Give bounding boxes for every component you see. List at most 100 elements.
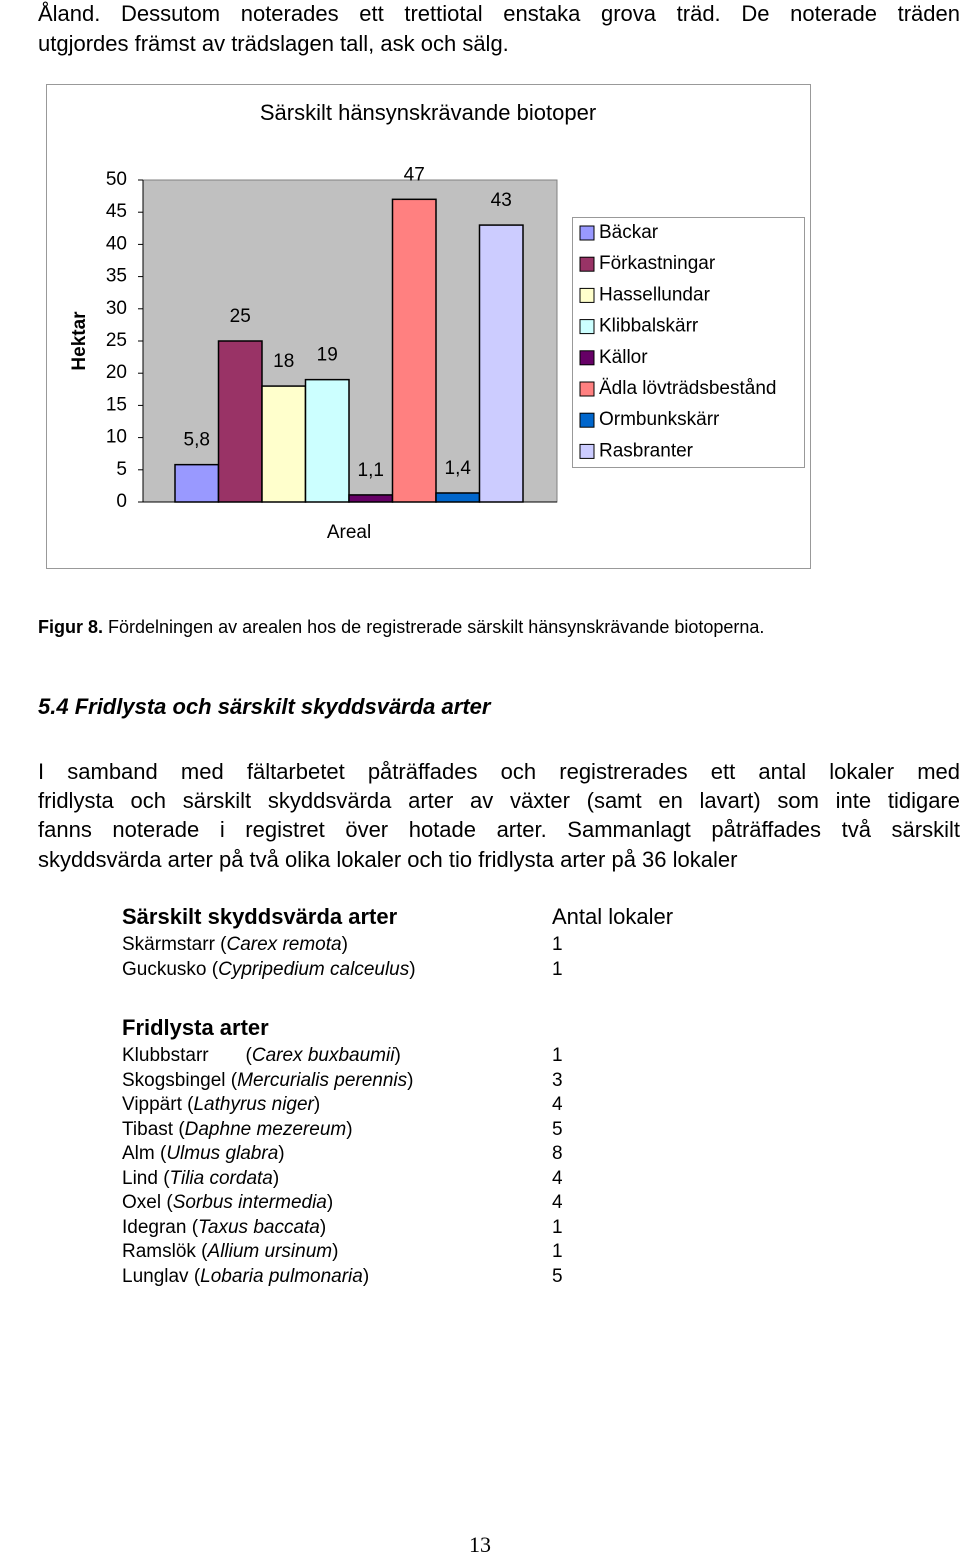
y-tick-label: 35 [106,266,127,287]
species-post: ) [313,1094,321,1115]
species-pre: Vippärt ( [122,1094,194,1115]
species-post: ) [319,1216,327,1238]
species-post: ) [407,1069,414,1091]
species-count: 5 [552,1265,563,1287]
species-count: 5 [552,1118,563,1140]
legend-swatch [579,412,595,428]
x-axis-label: Areal [327,522,371,543]
heading: 5.4 Fridlysta och särskilt skyddsvärda a… [38,694,491,719]
y-tick-label: 15 [106,394,127,415]
legend-label: Hassellundar [599,284,711,305]
species-count: 1 [552,934,563,955]
section-title: Fridlysta arter [122,1015,269,1040]
species-pre: Guckusko ( [122,958,219,980]
species-latin: Lathyrus niger [193,1094,314,1115]
species-count: 4 [552,1094,563,1115]
species-latin: Daphne mezereum [184,1118,347,1140]
species-latin: Sorbus intermedia [172,1192,327,1213]
species-count: 1 [552,1045,563,1066]
y-tick-label: 5 [116,459,127,480]
species-count: 3 [552,1069,563,1091]
data-label: 47 [404,164,425,185]
species-latin: Tilia cordata [169,1167,273,1189]
legend-label: Förkastningar [599,253,716,274]
page-number: 13 [469,1532,491,1554]
chart: Särskilt hänsynskrävande biotoper Hektar… [46,84,811,569]
bar [304,378,350,503]
legend-box [572,217,805,468]
section-title: Särskilt skyddsvärda arter [122,904,398,929]
species-latin: Mercurialis perennis [237,1069,408,1091]
bar [478,224,524,503]
species-latin: Ulmus glabra [166,1143,279,1164]
species-count: 1 [552,1241,563,1262]
species-count: 1 [552,958,563,980]
species-pre: Klubbstarr ( [122,1045,252,1066]
bar [391,198,437,503]
species-pre: Ramslök ( [122,1241,208,1262]
y-tick-label: 40 [106,233,127,254]
legend-label: Ormbunkskärr [599,409,720,430]
y-axis-label: Hektar [69,311,90,371]
species-post: ) [362,1265,370,1287]
species-latin: Carex buxbaumii [251,1045,395,1066]
species-post: ) [272,1167,280,1189]
data-label: 19 [317,345,338,366]
legend-swatch [579,287,595,303]
legend-swatch [579,381,595,397]
legend-swatch [579,443,595,459]
data-label: 43 [491,190,512,211]
y-tick-label: 45 [106,201,127,222]
species-name: Idegran (Taxus baccata) [122,1218,326,1237]
species-name: Oxel (Sorbus intermedia) [122,1193,333,1212]
species-latin: Cypripedium calceulus [218,958,410,980]
species-name: Ramslök (Allium ursinum) [122,1242,338,1261]
species-post: ) [341,934,348,955]
legend-swatch [579,225,595,241]
y-tick-label: 50 [106,169,127,190]
bar [348,494,394,503]
y-tick-label: 0 [116,491,127,512]
intro-line: utgjordes främst av trädslagen tall, ask… [38,31,509,56]
species-pre: Alm ( [122,1143,167,1164]
species-name: Skärmstarr (Carex remota) [122,935,348,954]
species-post: ) [326,1192,334,1213]
bar [435,492,481,503]
species-post: ) [409,958,416,980]
species-post: ) [394,1045,401,1066]
species-name: Tibast (Daphne mezereum) [122,1120,353,1139]
legend-label: Bäckar [599,222,659,243]
species-count: 8 [552,1143,563,1164]
species-latin: Lobaria pulmonaria [200,1265,363,1287]
paragraph-line: I samband med fältarbetet påträffades oc… [38,759,960,784]
caption-text: Fördelningen av arealen hos de registrer… [103,617,765,637]
y-tick-label: 20 [106,362,127,383]
data-label: 18 [273,351,294,372]
bar [217,340,263,503]
species-count: 4 [552,1167,563,1189]
species-count: 4 [552,1192,563,1213]
species-name: Klubbstarr (Carex buxbaumii) [122,1046,401,1065]
legend-label: Källor [599,347,648,368]
legend-label: Rasbranter [599,440,694,461]
species-name: Skogsbingel (Mercurialis perennis) [122,1071,413,1090]
paragraph-line: skyddsvärda arter på två olika lokaler o… [38,846,738,872]
species-post: ) [332,1241,339,1262]
y-tick-label: 30 [106,298,127,319]
species-pre: Lind ( [122,1167,170,1189]
species-name: Lunglav (Lobaria pulmonaria) [122,1267,369,1286]
chart-title: Särskilt hänsynskrävande biotoper [260,100,596,125]
data-label: 1,1 [358,460,384,481]
bar [261,385,307,503]
species-count: 1 [552,1216,563,1238]
paragraph-line: fridlysta och särskilt skyddsvärda arter… [38,788,960,814]
species-pre: Skogsbingel ( [122,1069,238,1091]
species-name: Guckusko (Cypripedium calceulus) [122,960,416,979]
legend-swatch [579,256,595,272]
species-pre: Oxel ( [122,1192,173,1213]
y-tick-label: 25 [106,330,127,351]
intro-line: Åland. Dessutom noterades ett trettiotal… [38,1,960,26]
species-pre: Lunglav ( [122,1265,201,1287]
caption-label: Figur 8. [38,617,104,637]
